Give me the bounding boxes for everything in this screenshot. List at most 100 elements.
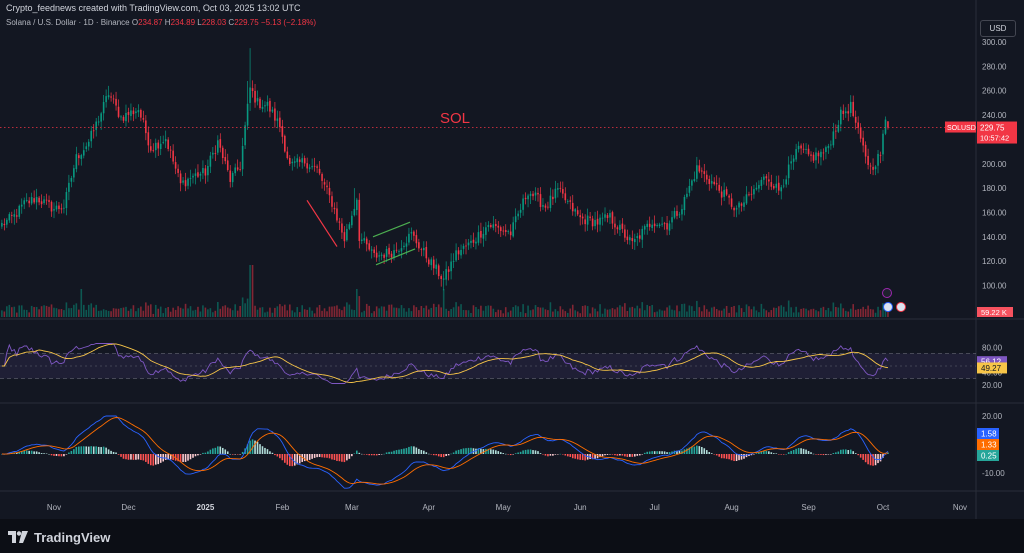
macd-histogram-bar — [584, 454, 586, 461]
candle-body — [122, 116, 125, 121]
macd-histogram-bar — [261, 446, 264, 454]
candle-body — [333, 207, 336, 210]
macd-histogram-bar — [75, 447, 78, 454]
rsi-axis-tick: 20.00 — [982, 381, 1003, 390]
macd-histogram-bar — [33, 451, 35, 454]
volume-bar — [363, 310, 366, 317]
macd-histogram-bar — [390, 451, 393, 454]
price-axis-tick: 100.00 — [982, 282, 1007, 291]
candle-body — [20, 204, 23, 207]
chart-canvas[interactable]: 300.00280.00260.00240.00220.00200.00180.… — [0, 0, 1024, 519]
candle-body — [40, 201, 43, 205]
candle-body — [869, 165, 872, 167]
macd-histogram-bar — [884, 454, 887, 455]
volume-bar — [167, 307, 169, 317]
candle-body — [780, 187, 783, 192]
candle-body — [167, 139, 169, 149]
volume-bar — [214, 310, 217, 317]
macd-histogram-bar — [231, 454, 234, 455]
volume-bar — [728, 312, 730, 317]
macd-histogram-bar — [460, 449, 462, 454]
candle-body — [723, 189, 725, 197]
volume-bar — [631, 306, 634, 317]
tradingview-logo[interactable]: TradingView — [8, 529, 110, 545]
symbol-tag-bg — [945, 121, 976, 133]
currency-button[interactable]: USD — [980, 20, 1016, 37]
price-axis-tick: 200.00 — [982, 160, 1007, 169]
candle-body — [782, 185, 785, 187]
volume-bar — [810, 309, 812, 317]
candle-body — [341, 223, 343, 233]
candle-body — [487, 225, 490, 228]
volume-bar — [95, 304, 97, 317]
candle-body — [442, 278, 445, 280]
volume-bar — [65, 302, 68, 317]
candle-body — [58, 205, 60, 210]
candle-body — [651, 224, 653, 229]
volume-bar — [298, 312, 301, 317]
volume-bar — [671, 309, 673, 317]
macd-histogram-bar — [219, 446, 222, 454]
candle-body — [658, 224, 661, 227]
volume-bar — [559, 306, 562, 317]
macd-histogram-bar — [532, 450, 534, 454]
macd-histogram-bar — [360, 453, 363, 455]
volume-bar — [601, 313, 604, 317]
volume-bar — [604, 308, 606, 317]
candle-body — [663, 223, 666, 225]
price-axis-tick: 120.00 — [982, 257, 1007, 266]
macd-histogram-bar — [370, 454, 373, 456]
volume-bar — [40, 306, 43, 317]
volume-bar — [261, 307, 264, 317]
candle-body — [217, 140, 219, 153]
macd-histogram-bar — [55, 454, 58, 456]
candle-body — [656, 224, 658, 227]
volume-bar — [467, 310, 470, 317]
volume-bar — [162, 313, 165, 317]
candle-body — [450, 261, 452, 272]
candle-body — [571, 202, 574, 212]
candle-body — [584, 219, 586, 225]
macd-histogram-bar — [688, 447, 691, 454]
candle-body — [92, 130, 95, 132]
macd-histogram-bar — [710, 453, 713, 454]
candle-body — [395, 249, 398, 251]
candle-body — [68, 182, 70, 192]
volume-bar — [6, 306, 8, 317]
candle-body — [259, 98, 261, 109]
candle-body — [576, 210, 579, 215]
macd-histogram-bar — [676, 450, 678, 454]
volume-bar — [343, 306, 346, 317]
macd-histogram-bar — [425, 452, 428, 454]
macd-histogram-bar — [539, 453, 542, 454]
volume-bar — [20, 305, 23, 317]
volume-bar — [564, 311, 567, 317]
volume-bar — [837, 307, 840, 317]
candle-body — [199, 173, 202, 176]
volume-bar — [423, 308, 425, 317]
time-axis-tick: Sep — [801, 503, 816, 512]
candle-body — [281, 126, 284, 137]
candle-body — [316, 166, 318, 168]
volume-bar — [817, 311, 820, 317]
price-tag-bg — [977, 121, 1017, 144]
macd-histogram-bar — [321, 454, 323, 458]
candle-body — [854, 116, 857, 123]
volume-bar — [619, 305, 621, 317]
volume-bar — [792, 312, 795, 317]
candle-body — [360, 239, 363, 241]
candle-body — [720, 191, 723, 198]
volume-bar — [97, 310, 100, 317]
volume-bar — [221, 306, 224, 317]
volume-bar — [594, 308, 596, 317]
candle-body — [410, 232, 413, 234]
macd-histogram-bar — [154, 454, 157, 465]
volume-bar — [286, 310, 289, 317]
macd-histogram-bar — [616, 454, 619, 456]
candle-body — [3, 223, 6, 226]
macd-histogram-bar — [204, 452, 207, 454]
macd-histogram-bar — [611, 454, 614, 455]
candle-body — [393, 250, 395, 258]
candle-body — [192, 175, 194, 178]
candle-body — [701, 170, 703, 172]
